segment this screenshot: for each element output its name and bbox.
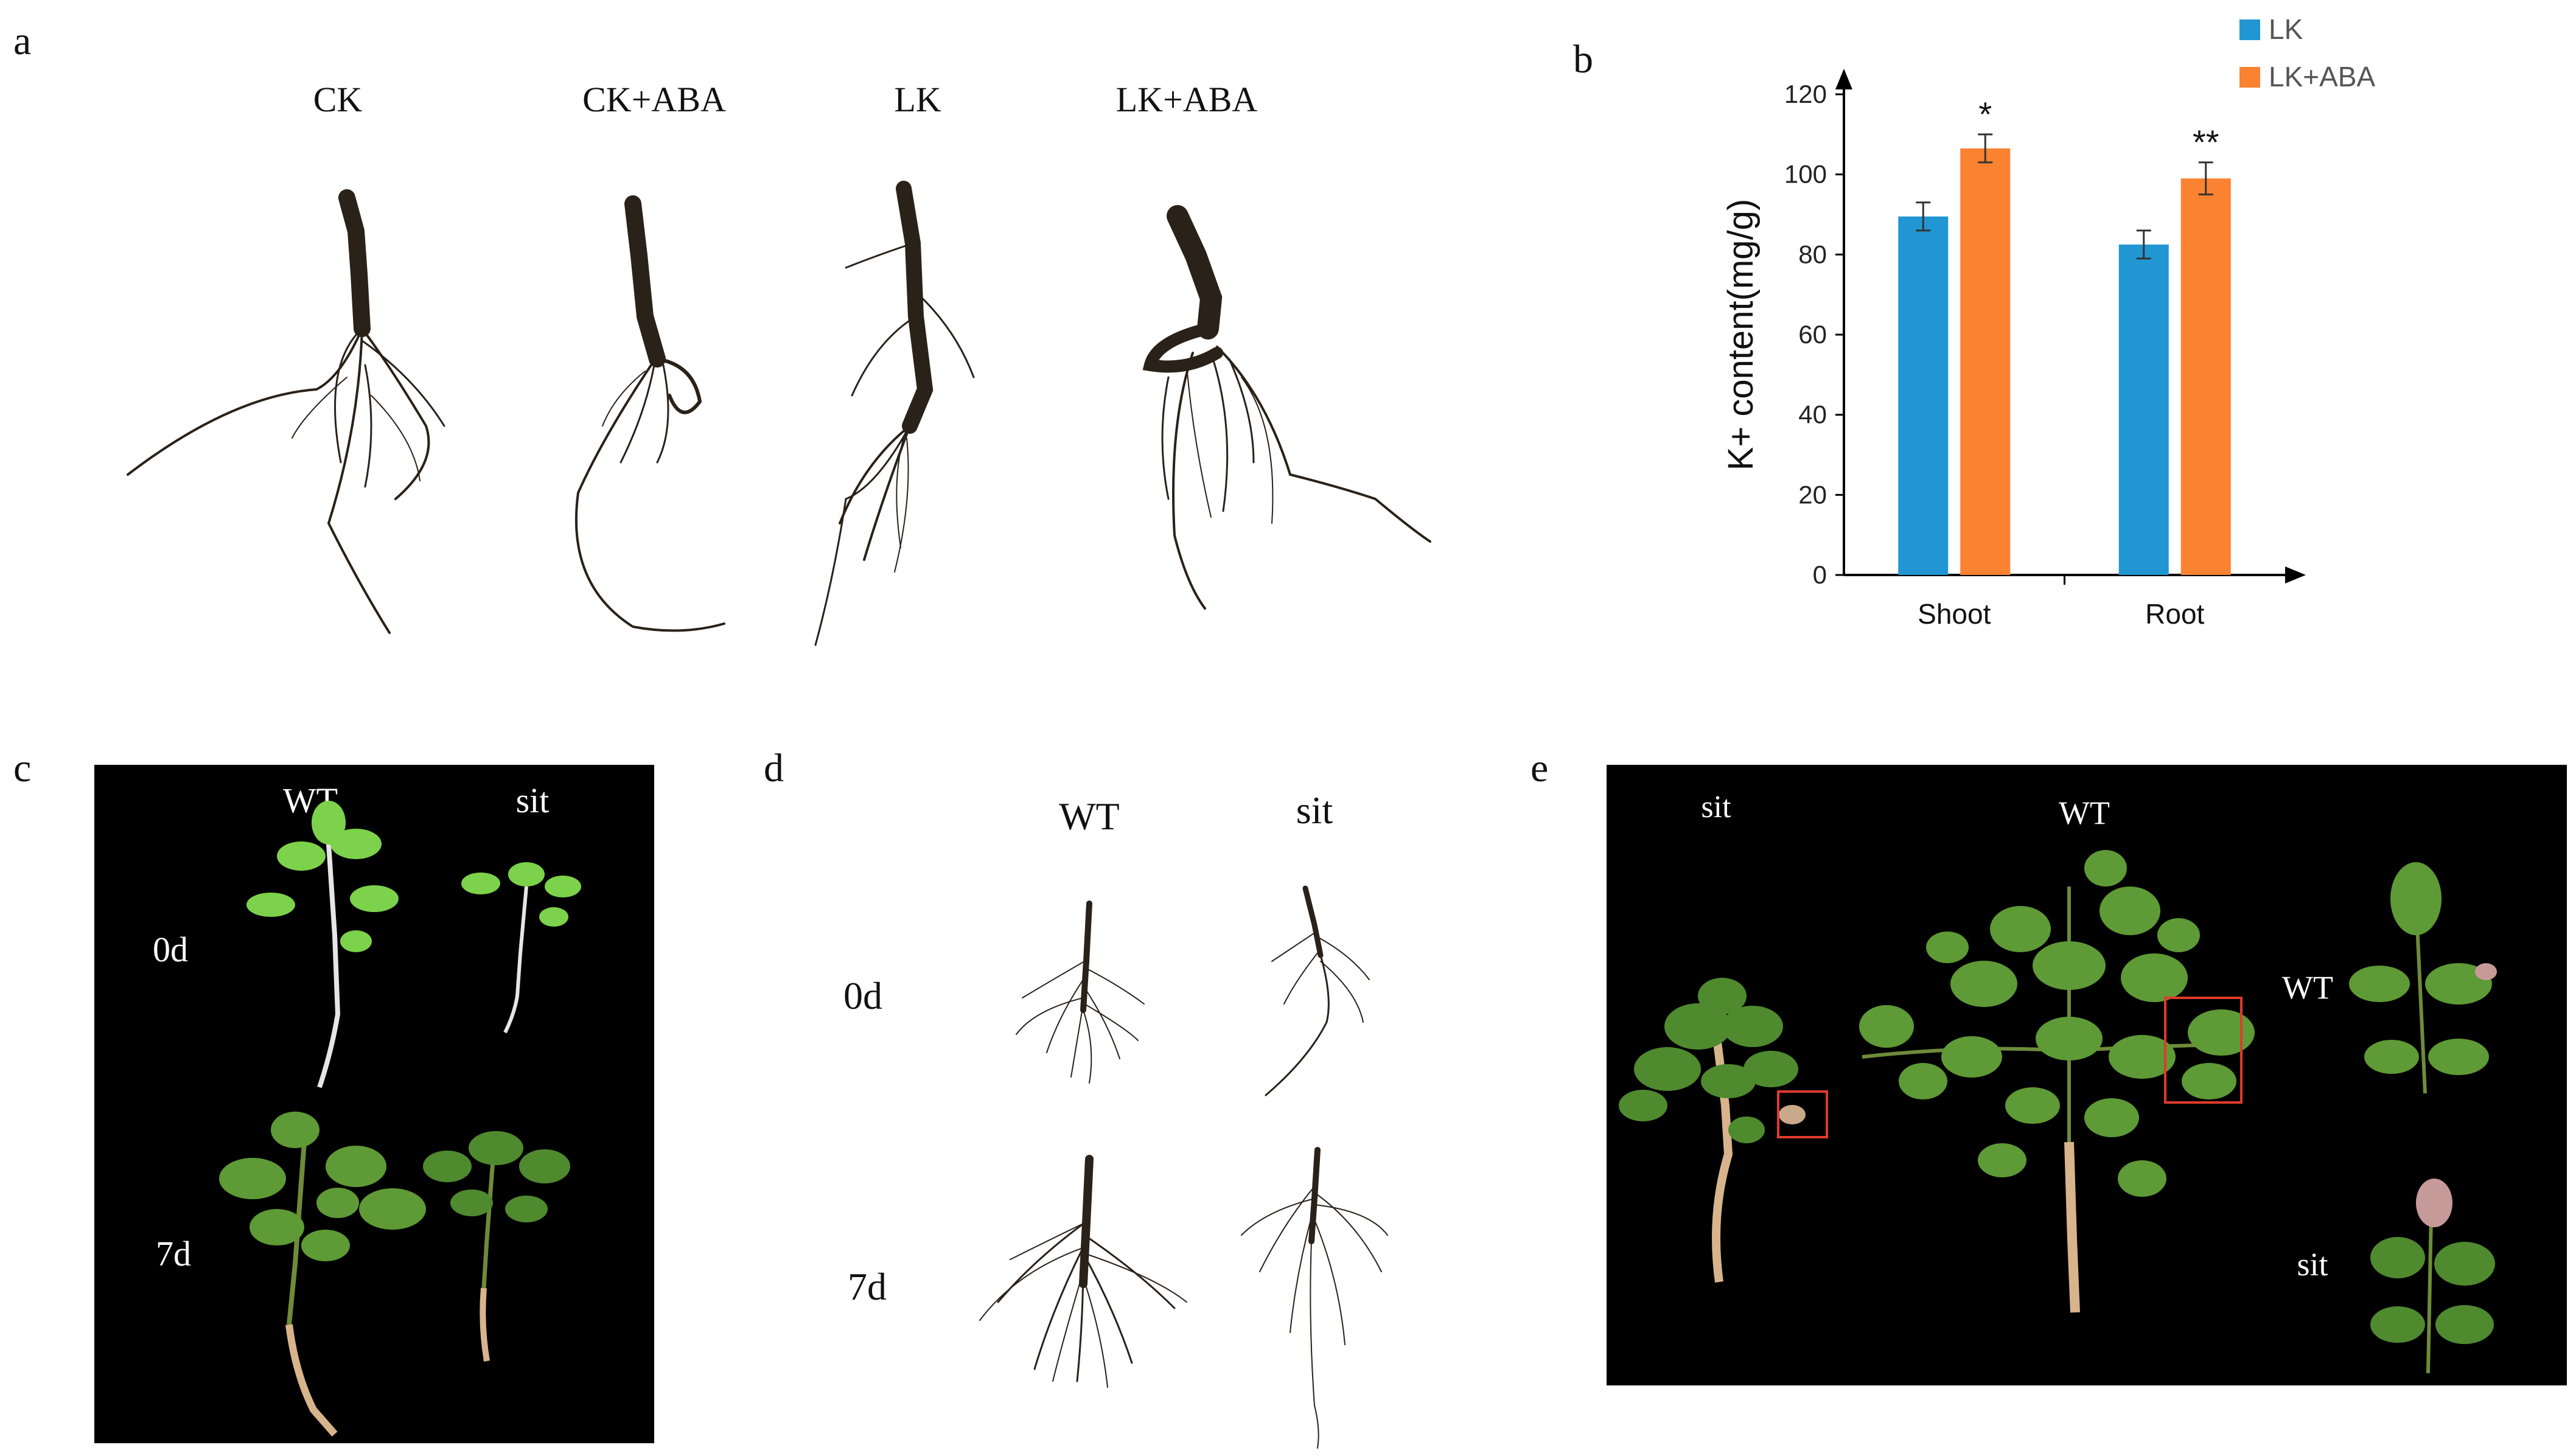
- bar-lk-aba-shoot: [1960, 148, 2011, 575]
- root-ck-aba: [574, 195, 725, 632]
- y-tick-label: 120: [1784, 80, 1827, 108]
- seedling-wt-0d: [246, 801, 399, 1089]
- y-tick-label: 0: [1813, 560, 1827, 589]
- highlight-box-sit: [1777, 1090, 1828, 1138]
- highlight-box-wt: [2164, 997, 2243, 1104]
- y-tick-label: 80: [1798, 240, 1827, 268]
- legend-swatch: [2239, 67, 2260, 88]
- y-tick-label: 20: [1798, 480, 1827, 509]
- label-d-wt: WT: [1059, 795, 1120, 838]
- label-ck-aba: CK+ABA: [582, 80, 726, 119]
- panel-letter-a: a: [13, 19, 32, 63]
- plants-e: [1619, 850, 2497, 1374]
- label-e-wt: WT: [2059, 795, 2110, 831]
- label-e-sit: sit: [1701, 790, 1731, 824]
- legend-label: LK+ABA: [2269, 61, 2375, 92]
- bar-lk-root: [2118, 244, 2169, 575]
- panel-letter-c: c: [13, 746, 32, 790]
- bar-lk-shoot: [1898, 216, 1949, 576]
- y-tick-label: 100: [1784, 160, 1827, 189]
- label-lk: LK: [894, 80, 941, 119]
- label-c-7d: 7d: [156, 1234, 191, 1273]
- seedling-wt-7d: [219, 1112, 426, 1437]
- x-tick-label: Root: [2145, 598, 2204, 630]
- label-lk-aba: LK+ABA: [1115, 80, 1258, 119]
- label-e-leaf-sit: sit: [2297, 1246, 2328, 1283]
- label-d-0d: 0d: [843, 974, 882, 1017]
- photo-panel-c: WT sit 0d 7d: [94, 765, 654, 1443]
- y-tick-label: 60: [1798, 320, 1827, 349]
- y-axis-arrow: [1835, 69, 1852, 89]
- plant-wt: [1859, 850, 2255, 1313]
- root-lk: [814, 181, 975, 646]
- label-d-sit: sit: [1296, 789, 1333, 832]
- plant-sit: [1619, 978, 1828, 1283]
- label-c-sit: sit: [515, 781, 550, 820]
- root-sit-7d: [1241, 1147, 1388, 1449]
- x-axis-arrow: [2285, 566, 2306, 583]
- root-photos-a: [127, 181, 1431, 646]
- label-ck: CK: [313, 80, 363, 119]
- label-c-0d: 0d: [153, 930, 188, 969]
- x-tick-label: Shoot: [1918, 598, 1991, 630]
- leaf-sit-detail: [2370, 1179, 2495, 1374]
- panel-letter-d: d: [764, 746, 784, 790]
- significance-mark: *: [1978, 95, 1992, 133]
- seedling-sit-7d: [423, 1131, 570, 1362]
- label-e-leaf-wt: WT: [2282, 969, 2333, 1006]
- root-sit-0d: [1265, 885, 1370, 1096]
- y-axis-label: K+ content(mg/g): [1721, 199, 1761, 471]
- root-photos-d: [979, 885, 1388, 1449]
- seedlings-c: [219, 801, 581, 1437]
- root-wt-7d: [979, 1155, 1187, 1388]
- significance-mark: **: [2193, 123, 2219, 161]
- legend-label: LK: [2269, 13, 2303, 45]
- root-lk-aba: [1142, 205, 1431, 610]
- panel-letter-e: e: [1531, 746, 1549, 790]
- k-content-chart: 0 20 40 60 80 100 120 K+ content(mg/g) Shoot * Roo…: [1721, 13, 2375, 630]
- panel-letter-b: b: [1573, 37, 1593, 82]
- label-d-7d: 7d: [848, 1265, 887, 1308]
- leaf-wt-detail: [2349, 862, 2497, 1094]
- legend-swatch: [2239, 19, 2260, 40]
- root-ck: [127, 189, 445, 634]
- y-tick-label: 40: [1798, 400, 1827, 429]
- bar-lk-aba-root: [2180, 178, 2231, 575]
- root-wt-0d: [1016, 900, 1145, 1084]
- seedling-sit-0d: [461, 862, 581, 1034]
- photo-panel-e: sit WT WT sit: [1607, 765, 2567, 1385]
